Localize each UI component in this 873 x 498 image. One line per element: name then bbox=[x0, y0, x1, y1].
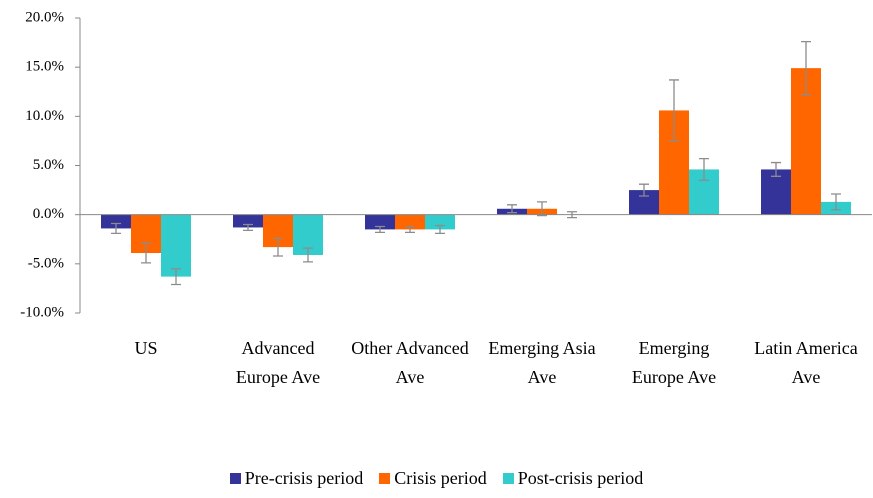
y-tick-label: 0.0% bbox=[33, 206, 64, 222]
bar bbox=[425, 214, 455, 230]
error-bar bbox=[111, 222, 121, 234]
bar bbox=[101, 214, 131, 229]
error-bar bbox=[171, 268, 181, 286]
legend-label: Post-crisis period bbox=[517, 468, 644, 488]
legend-item: Post-crisis period bbox=[502, 468, 644, 489]
legend-label: Crisis period bbox=[394, 468, 487, 488]
legend: Pre-crisis period Crisis period Post-crisi… bbox=[0, 468, 873, 489]
error-bar bbox=[699, 157, 709, 181]
x-tick-label: Latin America Ave bbox=[754, 338, 858, 387]
error-bar bbox=[771, 161, 781, 177]
error-bar bbox=[273, 237, 283, 257]
bar bbox=[365, 214, 395, 230]
y-tick-label: 10.0% bbox=[25, 108, 64, 124]
error-bar bbox=[507, 204, 517, 214]
error-bar bbox=[375, 225, 385, 234]
bar bbox=[761, 169, 791, 215]
error-bar bbox=[141, 242, 151, 264]
x-tick-label: Other Advanced Ave bbox=[351, 338, 469, 387]
legend-label: Pre-crisis period bbox=[244, 468, 364, 488]
error-bar bbox=[435, 224, 445, 234]
y-tick-label: 20.0% bbox=[25, 9, 64, 25]
error-bar bbox=[669, 79, 679, 142]
x-tick-label: Advanced Europe Ave bbox=[235, 338, 321, 387]
error-bar bbox=[537, 201, 547, 217]
error-bar bbox=[405, 225, 415, 234]
error-bar bbox=[801, 40, 811, 96]
error-bar bbox=[243, 223, 253, 232]
error-bar bbox=[639, 183, 649, 197]
x-tick-label: Emerging Asia Ave bbox=[488, 338, 596, 387]
y-tick-label: -5.0% bbox=[28, 255, 64, 271]
error-bar bbox=[303, 247, 313, 263]
x-tick-label: Emerging Europe Ave bbox=[631, 338, 717, 387]
bar bbox=[233, 214, 263, 228]
x-tick-label: US bbox=[134, 338, 158, 358]
legend-swatch bbox=[229, 473, 241, 484]
y-tick-label: -10.0% bbox=[20, 304, 64, 320]
y-tick-label: 5.0% bbox=[33, 157, 64, 173]
bar bbox=[395, 214, 425, 230]
legend-swatch bbox=[379, 473, 391, 484]
legend-swatch bbox=[502, 473, 514, 484]
legend-item: Crisis period bbox=[379, 468, 487, 489]
legend-item: Pre-crisis period bbox=[229, 468, 364, 489]
bar bbox=[161, 214, 191, 277]
error-bar bbox=[831, 193, 841, 211]
y-tick-label: 15.0% bbox=[25, 59, 64, 75]
